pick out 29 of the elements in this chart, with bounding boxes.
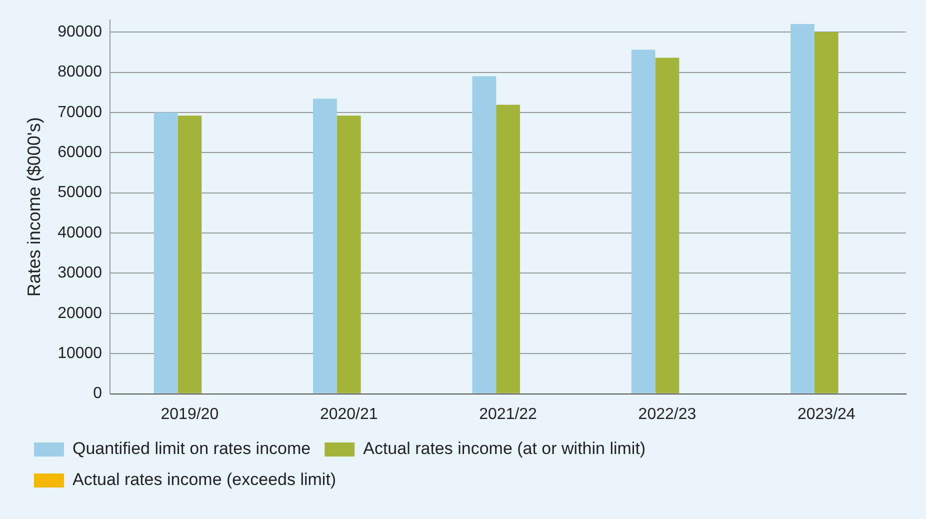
legend-label: Actual rates income (at or within limit): [363, 439, 646, 458]
bar: [814, 32, 838, 394]
y-tick-label: 50000: [58, 184, 102, 202]
bar: [178, 116, 202, 394]
y-tick-label: 0: [93, 385, 102, 402]
bar: [631, 50, 656, 394]
x-tick-label: 2019/20: [160, 406, 219, 423]
bar: [336, 116, 361, 394]
y-tick-label: 90000: [58, 23, 102, 40]
y-tick-label: 10000: [58, 345, 102, 362]
legend-label: Quantified limit on rates income: [72, 439, 311, 458]
y-tick-label: 80000: [58, 64, 102, 81]
x-tick-label: 2023/24: [797, 406, 856, 423]
x-tick-label: 2020/21: [320, 406, 378, 423]
legend-label: Actual rates income (exceeds limit): [72, 470, 336, 490]
y-tick-label: 70000: [58, 104, 102, 121]
bar: [655, 58, 680, 394]
bar: [154, 112, 178, 394]
x-tick-label: 2021/22: [479, 406, 538, 423]
y-tick-label: 30000: [58, 264, 102, 282]
y-axis-title: Rates income ($000's): [24, 117, 44, 297]
bar: [496, 104, 520, 394]
bar: [313, 98, 337, 394]
bar: [790, 24, 814, 394]
bar: [472, 76, 496, 394]
y-tick-label: 60000: [58, 144, 102, 162]
x-tick-label: 2022/23: [638, 406, 696, 423]
y-tick-label: 20000: [58, 304, 102, 322]
y-tick-label: 40000: [58, 224, 102, 242]
